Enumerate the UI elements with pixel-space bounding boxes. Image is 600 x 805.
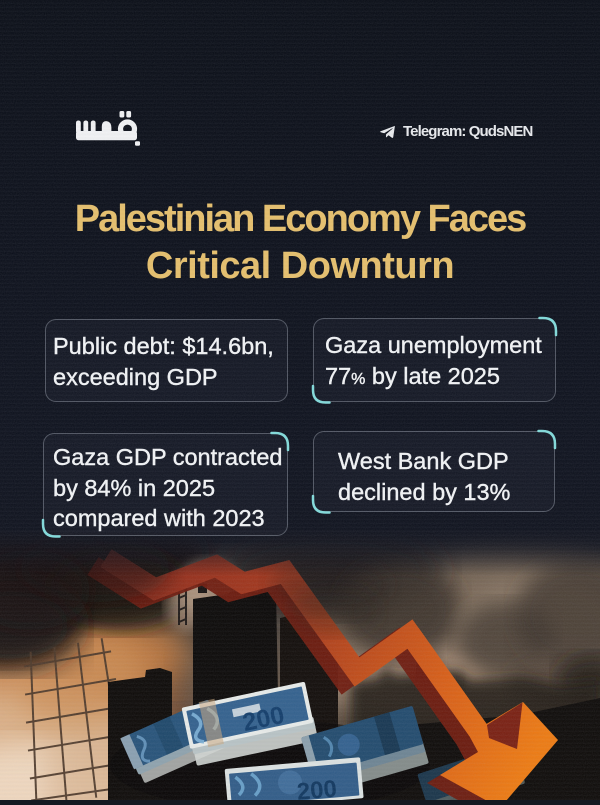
svg-text:200: 200 <box>296 775 338 800</box>
